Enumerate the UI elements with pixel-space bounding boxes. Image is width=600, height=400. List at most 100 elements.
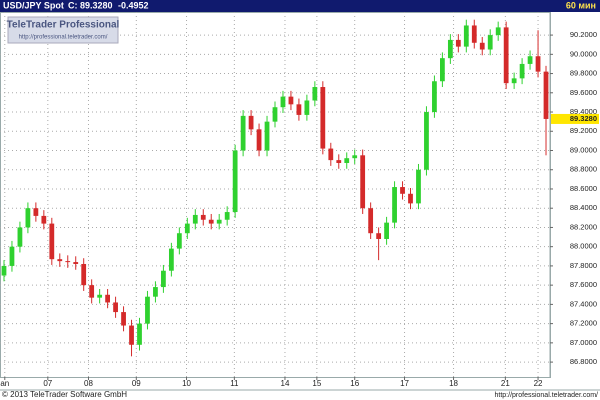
candle-body <box>137 323 142 345</box>
y-tick-label: 88.2000 <box>570 222 597 231</box>
footer-right: http://professional.teletrader.com/ <box>495 392 599 399</box>
candle-body <box>328 148 334 161</box>
candle-body <box>145 296 150 324</box>
candle-body <box>192 214 198 224</box>
y-tick-label: 90.2000 <box>570 30 597 39</box>
candle-body <box>455 39 461 47</box>
x-tick-label: 09 <box>132 379 141 388</box>
y-tick-label: 87.2000 <box>570 319 597 328</box>
candle-body <box>232 150 238 213</box>
candle-body <box>272 107 278 122</box>
candle-body <box>17 227 23 247</box>
y-tick-label: 88.0000 <box>570 242 597 251</box>
candle-body <box>184 223 190 234</box>
candle-body <box>535 56 541 72</box>
candle-body <box>208 219 214 224</box>
candle-body <box>320 87 326 149</box>
x-tick-label: 07 <box>43 379 52 388</box>
candle-body <box>57 259 63 262</box>
candle-body <box>447 39 453 59</box>
x-tick-label: 15 <box>312 379 321 388</box>
candle-body <box>519 63 525 79</box>
candle-body <box>511 78 517 84</box>
y-tick-label: 89.0000 <box>570 145 597 154</box>
candle-body <box>264 121 270 151</box>
candle-body <box>248 115 254 130</box>
candle-body <box>1 265 7 276</box>
chart-title: USD/JPY Spot <box>3 0 64 10</box>
candle-body <box>344 158 350 164</box>
candle-body <box>495 27 501 36</box>
candle-body <box>296 104 302 115</box>
candle-body <box>408 193 413 204</box>
candle-body <box>73 262 79 264</box>
change-text: -0.4952 <box>118 0 149 10</box>
y-tick-label: 88.8000 <box>570 165 597 174</box>
candle-body <box>113 302 118 313</box>
footer-left: © 2013 TeleTrader Software GmbH <box>2 390 127 399</box>
x-tick-label: 17 <box>400 379 409 388</box>
y-tick-label: 89.2000 <box>570 126 597 135</box>
x-tick-label: 16 <box>350 379 359 388</box>
x-tick-label: 22 <box>534 379 543 388</box>
candle-body <box>105 294 110 303</box>
candle-body <box>176 233 182 249</box>
candle-body <box>240 115 246 151</box>
candle-body <box>312 87 318 101</box>
candle-body <box>432 81 437 113</box>
candle-body <box>503 27 509 84</box>
candle-body <box>384 222 389 239</box>
logo-title: TeleTrader Professional <box>7 20 120 31</box>
header-bar <box>0 0 600 12</box>
x-tick-label: 10 <box>182 379 191 388</box>
candle-body <box>527 56 533 64</box>
candle-body <box>200 214 206 220</box>
last-text: C: 89.3280 <box>68 0 113 10</box>
candle-body <box>352 155 358 159</box>
candle-body <box>224 212 230 220</box>
candle-body <box>280 96 286 108</box>
candle-body <box>153 287 158 297</box>
candle-body <box>471 25 477 43</box>
x-tick-label: an <box>0 379 9 388</box>
y-tick-label: 89.4000 <box>570 107 597 116</box>
candle-body <box>487 35 493 50</box>
x-tick-label: 11 <box>230 379 239 388</box>
x-tick-label: 18 <box>449 379 458 388</box>
candle-body <box>256 129 262 151</box>
candle-body <box>81 263 87 286</box>
candle-body <box>25 208 31 228</box>
y-tick-label: 89.6000 <box>570 88 597 97</box>
candle-body <box>216 219 222 224</box>
candle-body <box>129 325 134 345</box>
candle-body <box>33 208 39 216</box>
candle-body <box>161 270 166 288</box>
candle-body <box>479 42 485 50</box>
y-tick-label: 86.8000 <box>570 357 597 366</box>
plot-area <box>0 12 551 378</box>
candle-body <box>360 155 366 209</box>
logo <box>7 16 119 44</box>
candle-body <box>463 25 469 47</box>
candle-body <box>304 100 310 115</box>
candle-body <box>440 58 445 82</box>
y-tick-label: 87.0000 <box>570 338 597 347</box>
candle-body <box>424 112 429 170</box>
candle-body <box>121 312 126 326</box>
candle-body <box>368 208 374 234</box>
y-tick-label: 87.6000 <box>570 280 597 289</box>
candle-body <box>376 233 382 239</box>
y-tick-label: 87.4000 <box>570 299 597 308</box>
candle-body <box>336 160 342 164</box>
x-tick-label: 14 <box>281 379 290 388</box>
x-tick-label: 08 <box>84 379 93 388</box>
last-price-tag <box>551 113 599 124</box>
y-tick-label: 87.8000 <box>570 261 597 270</box>
y-tick-label: 90.0000 <box>570 49 597 58</box>
candle-body <box>9 246 15 266</box>
interval: 60 мин <box>566 0 596 10</box>
logo-url: http://professional.teletrader.com/ <box>19 35 108 41</box>
y-tick-label: 89.8000 <box>570 69 597 78</box>
last-price-label: 89.3280 <box>570 114 597 123</box>
